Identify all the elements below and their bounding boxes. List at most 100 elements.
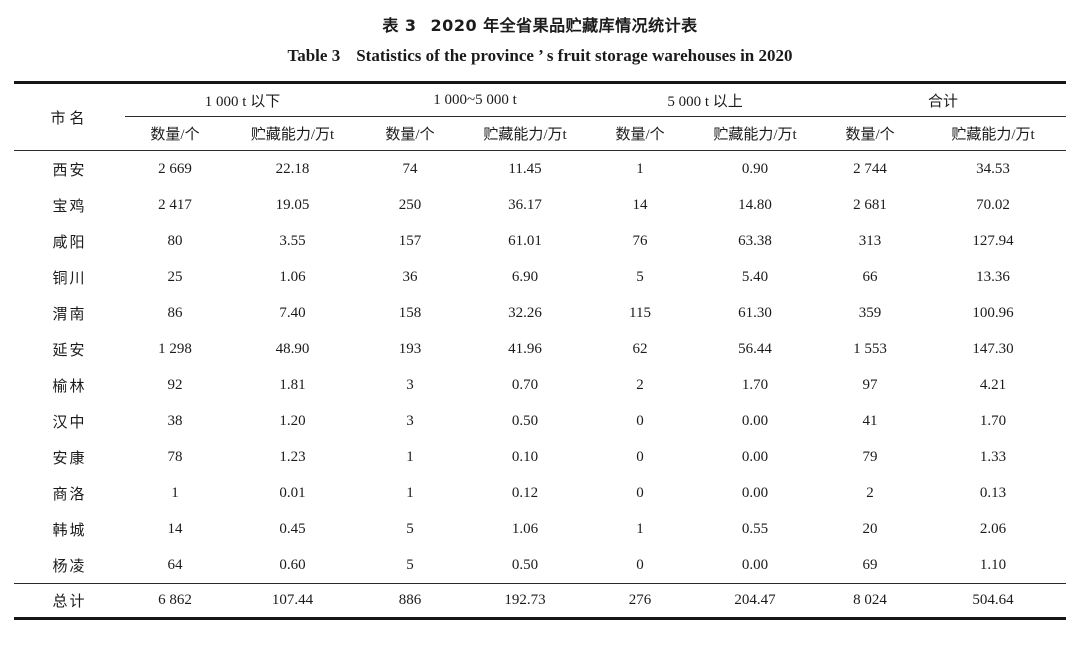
value-cell: 0.55 xyxy=(741,520,769,537)
value-cell: 1.06 xyxy=(511,520,539,537)
value-cell: 0.50 xyxy=(511,412,539,429)
value-cell: 32.26 xyxy=(508,304,542,321)
value-cell: 70.02 xyxy=(976,196,1010,213)
value-cell: 0.00 xyxy=(690,547,821,584)
value-cell: 0.50 xyxy=(460,547,591,584)
value-cell: 41.96 xyxy=(508,340,542,357)
city-cell: 延安 xyxy=(52,342,87,359)
value-cell: 14 xyxy=(167,520,183,537)
column-group-total: 合计 xyxy=(820,82,1067,117)
value-cell: 19.05 xyxy=(275,196,310,213)
table-row: 咸阳 80 3.55 157 61.01 76 63.38 313 127.94 xyxy=(14,223,1066,259)
table-row: 安康 78 1.23 1 0.10 0 0.00 79 1.33 xyxy=(14,439,1066,475)
value-cell: 11.45 xyxy=(508,160,542,177)
total-label: 总计 xyxy=(14,583,125,620)
table-row: 宝鸡 2 417 19.05 250 36.17 14 14.80 2 681 … xyxy=(14,187,1066,223)
value-cell: 64 xyxy=(125,547,225,584)
value-cell: 62 xyxy=(632,340,648,357)
column-header-quantity: 数量/个 xyxy=(360,116,461,151)
value-cell: 78 xyxy=(167,448,183,465)
header-sub-row: 数量/个 贮藏能力/万t 数量/个 贮藏能力/万t 数量/个 贮藏能力/万t 数… xyxy=(14,116,1067,151)
value-cell: 0.10 xyxy=(511,448,539,465)
column-header-capacity: 贮藏能力/万t xyxy=(460,116,591,151)
table-row: 杨凌 64 0.60 5 0.50 0 0.00 69 1.10 xyxy=(14,547,1067,584)
value-cell: 66 xyxy=(862,268,878,285)
column-header-capacity: 贮藏能力/万t xyxy=(920,116,1067,151)
value-cell: 61.30 xyxy=(738,304,772,321)
value-cell: 0.00 xyxy=(741,448,769,465)
value-cell: 1.23 xyxy=(279,448,306,465)
value-cell: 1.10 xyxy=(920,547,1067,584)
total-value-cell: 276 xyxy=(590,583,691,620)
value-cell: 79 xyxy=(862,448,878,465)
fruit-storage-statistics-table: 市名 1 000 t 以下 1 000~5 000 t 5 000 t 以上 合… xyxy=(14,81,1067,620)
value-cell: 0 xyxy=(636,484,644,501)
value-cell: 1 xyxy=(636,520,644,537)
column-header-capacity: 贮藏能力/万t xyxy=(690,116,821,151)
table-row: 延安 1 298 48.90 193 41.96 62 56.44 1 553 … xyxy=(14,331,1066,367)
table-title-zh: 2020 年全省果品贮藏库情况统计表 xyxy=(430,16,698,35)
value-cell: 61.01 xyxy=(508,232,542,249)
city-cell: 汉中 xyxy=(52,414,87,431)
value-cell: 48.90 xyxy=(275,340,310,357)
value-cell: 13.36 xyxy=(976,268,1010,285)
column-header-quantity: 数量/个 xyxy=(125,116,225,151)
table-row: 榆林 92 1.81 3 0.70 2 1.70 97 4.21 xyxy=(14,367,1066,403)
value-cell: 2 669 xyxy=(158,160,192,177)
value-cell: 0 xyxy=(636,412,644,429)
value-cell: 0.01 xyxy=(279,484,306,501)
column-group-1000-5000t: 1 000~5 000 t xyxy=(360,82,591,117)
value-cell: 2.06 xyxy=(979,520,1007,537)
value-cell: 158 xyxy=(398,304,422,321)
value-cell: 3 xyxy=(406,412,414,429)
value-cell: 100.96 xyxy=(972,304,1014,321)
city-cell: 榆林 xyxy=(52,378,87,395)
value-cell: 41 xyxy=(862,412,878,429)
city-cell: 韩城 xyxy=(52,522,87,539)
table-row: 铜川 25 1.06 36 6.90 5 5.40 66 13.36 xyxy=(14,259,1066,295)
value-cell: 2 681 xyxy=(853,196,887,213)
value-cell: 1.70 xyxy=(979,412,1007,429)
table-row: 商洛 1 0.01 1 0.12 0 0.00 2 0.13 xyxy=(14,475,1066,511)
value-cell: 22.18 xyxy=(275,160,310,177)
value-cell: 92 xyxy=(167,376,183,393)
city-cell: 安康 xyxy=(52,450,87,467)
value-cell: 1.20 xyxy=(279,412,306,429)
value-cell: 1.70 xyxy=(741,376,769,393)
value-cell: 0.60 xyxy=(225,547,361,584)
value-cell: 1 298 xyxy=(158,340,192,357)
value-cell: 7.40 xyxy=(279,304,306,321)
value-cell: 1 xyxy=(636,160,644,177)
total-value-cell: 886 xyxy=(360,583,461,620)
table-number-en: Table 3 xyxy=(287,46,341,65)
value-cell: 0.45 xyxy=(279,520,306,537)
total-row: 总计 6 862 107.44 886 192.73 276 204.47 8 … xyxy=(14,583,1067,620)
value-cell: 313 xyxy=(858,232,882,249)
value-cell: 127.94 xyxy=(972,232,1014,249)
value-cell: 5.40 xyxy=(741,268,769,285)
value-cell: 6.90 xyxy=(511,268,539,285)
value-cell: 2 xyxy=(866,484,874,501)
value-cell: 359 xyxy=(858,304,882,321)
value-cell: 0.12 xyxy=(511,484,539,501)
column-header-city: 市名 xyxy=(14,82,125,151)
value-cell: 86 xyxy=(167,304,183,321)
value-cell: 4.21 xyxy=(979,376,1007,393)
value-cell: 0.90 xyxy=(741,160,769,177)
value-cell: 0 xyxy=(636,448,644,465)
total-value-cell: 107.44 xyxy=(225,583,361,620)
city-cell: 商洛 xyxy=(52,486,87,503)
total-value-cell: 6 862 xyxy=(125,583,225,620)
value-cell: 0.00 xyxy=(741,484,769,501)
city-cell: 杨凌 xyxy=(14,547,125,584)
table-row: 西安 2 669 22.18 74 11.45 1 0.90 2 744 34.… xyxy=(14,151,1066,188)
value-cell: 3.55 xyxy=(279,232,306,249)
table-caption-zh: 表 3 2020 年全省果品贮藏库情况统计表 xyxy=(0,15,1080,37)
value-cell: 36.17 xyxy=(508,196,542,213)
value-cell: 193 xyxy=(398,340,422,357)
page: 表 3 2020 年全省果品贮藏库情况统计表 Table 3 Statistics … xyxy=(0,15,1080,620)
total-value-cell: 504.64 xyxy=(920,583,1067,620)
value-cell: 1.33 xyxy=(979,448,1007,465)
value-cell: 1 xyxy=(406,448,414,465)
value-cell: 2 417 xyxy=(158,196,192,213)
